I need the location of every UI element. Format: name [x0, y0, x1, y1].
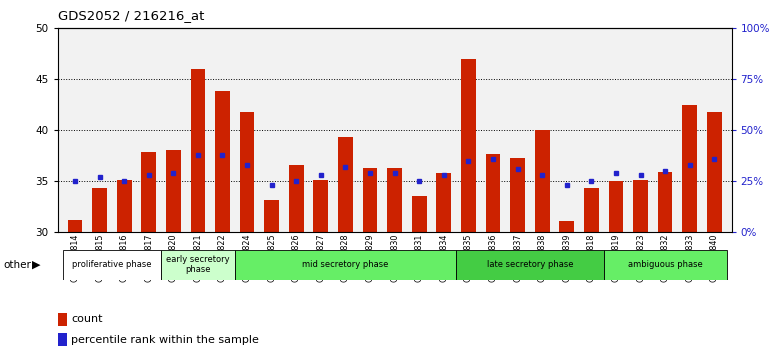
Bar: [707, 112, 721, 232]
Bar: [604, 250, 727, 280]
Bar: [142, 153, 156, 232]
Bar: [363, 168, 377, 232]
Bar: [535, 130, 550, 232]
Bar: [456, 250, 604, 280]
Text: percentile rank within the sample: percentile rank within the sample: [71, 335, 259, 345]
Bar: [190, 69, 206, 232]
Text: ambiguous phase: ambiguous phase: [628, 260, 702, 269]
Bar: [412, 196, 427, 232]
Bar: [161, 250, 235, 280]
Bar: [658, 172, 672, 232]
Bar: [559, 221, 574, 232]
Text: mid secretory phase: mid secretory phase: [303, 260, 389, 269]
Bar: [62, 250, 161, 280]
Text: late secretory phase: late secretory phase: [487, 260, 573, 269]
Text: ▶: ▶: [32, 260, 41, 270]
Bar: [486, 154, 500, 232]
Bar: [215, 91, 230, 232]
Bar: [584, 188, 599, 232]
Bar: [511, 158, 525, 232]
Bar: [235, 250, 456, 280]
Bar: [387, 168, 402, 232]
Bar: [264, 200, 279, 232]
Bar: [338, 137, 353, 232]
Bar: [68, 219, 82, 232]
Bar: [289, 165, 303, 232]
Bar: [682, 105, 697, 232]
Bar: [166, 150, 181, 232]
Text: other: other: [4, 260, 32, 270]
Bar: [437, 173, 451, 232]
Text: GDS2052 / 216216_at: GDS2052 / 216216_at: [58, 9, 204, 22]
Bar: [239, 112, 254, 232]
Bar: [608, 181, 623, 232]
Bar: [58, 313, 68, 326]
Text: proliferative phase: proliferative phase: [72, 260, 152, 269]
Bar: [313, 180, 328, 232]
Bar: [633, 180, 648, 232]
Bar: [461, 59, 476, 232]
Bar: [117, 180, 132, 232]
Bar: [58, 333, 68, 346]
Text: early secretory
phase: early secretory phase: [166, 255, 229, 274]
Text: count: count: [71, 314, 102, 325]
Bar: [92, 188, 107, 232]
